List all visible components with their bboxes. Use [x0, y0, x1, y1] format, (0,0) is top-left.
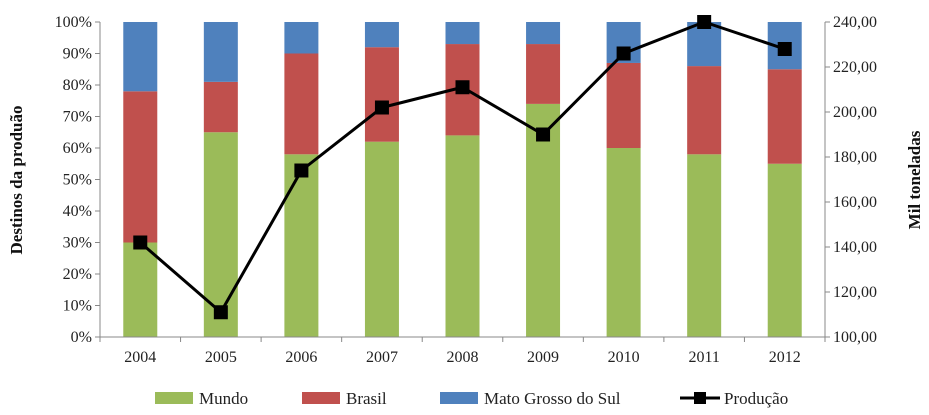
- x-tick-label-2005: 2005: [205, 349, 237, 366]
- production-marker-2009: [536, 127, 551, 142]
- legend-swatch-brasil: [302, 392, 340, 404]
- left-tick-label: 90%: [63, 46, 92, 63]
- bar-brasil-2011: [687, 66, 722, 155]
- left-tick-label: 10%: [63, 298, 92, 315]
- right-tick-labels: 100,00 120,00 140,00 160,00 180,00 200,00 220,…: [825, 14, 877, 346]
- x-tick-label-2006: 2006: [285, 349, 317, 366]
- right-tick-label: 160,00: [833, 194, 877, 211]
- right-tick-label: 200,00: [833, 104, 877, 121]
- x-tick-label-2010: 2010: [608, 349, 640, 366]
- left-tick-label: 80%: [63, 77, 92, 94]
- legend-swatch-mundo: [155, 392, 193, 404]
- production-line-layer: [133, 15, 792, 320]
- production-marker-2008: [455, 80, 470, 95]
- bar-mundo-2010: [606, 148, 641, 337]
- right-tick-label: 140,00: [833, 239, 877, 256]
- bar-mundo-2012: [767, 163, 802, 337]
- bar-mato-grosso-do-sul-2006: [284, 22, 319, 54]
- bar-mundo-2008: [445, 135, 480, 337]
- left-tick-label: 100%: [55, 14, 92, 31]
- bar-brasil-2012: [767, 69, 802, 164]
- bar-mato-grosso-do-sul-2011: [687, 22, 722, 67]
- right-tick-label: 240,00: [833, 14, 877, 31]
- bar-brasil-2005: [203, 81, 238, 133]
- production-marker-2004: [133, 235, 148, 250]
- bar-mundo-2007: [364, 141, 399, 337]
- y-right-axis-title: Mil toneladas: [905, 130, 924, 229]
- x-tick-label-2007: 2007: [366, 349, 398, 366]
- left-tick-label: 60%: [63, 140, 92, 157]
- bar-mato-grosso-do-sul-2009: [526, 22, 561, 45]
- production-marker-2010: [616, 46, 631, 61]
- production-marker-2005: [213, 305, 228, 320]
- legend-label-produção: Produção: [724, 389, 788, 408]
- bar-mundo-2004: [123, 242, 158, 337]
- bar-mundo-2006: [284, 154, 319, 337]
- x-tick-label-2011: 2011: [688, 349, 719, 366]
- right-tick-label: 220,00: [833, 59, 877, 76]
- legend-label-brasil: Brasil: [346, 389, 387, 408]
- left-tick-label: 50%: [63, 172, 92, 189]
- bar-mato-grosso-do-sul-2004: [123, 22, 158, 92]
- bar-mundo-2011: [687, 154, 722, 337]
- production-marker-2006: [294, 163, 309, 178]
- bar-brasil-2007: [364, 47, 399, 142]
- bar-brasil-2004: [123, 91, 158, 243]
- x-tick-label-2008: 2008: [447, 349, 479, 366]
- right-tick-label: 180,00: [833, 149, 877, 166]
- bar-brasil-2006: [284, 53, 319, 155]
- legend-label-mato-grosso-do-sul: Mato Grosso do Sul: [484, 389, 621, 408]
- legend: Mundo Brasil Mato Grosso do Sul Produção: [155, 389, 788, 408]
- right-tick-label: 100,00: [833, 329, 877, 346]
- legend-label-mundo: Mundo: [199, 389, 248, 408]
- bar-mato-grosso-do-sul-2007: [364, 22, 399, 48]
- y-left-axis-title: Destinos da produão: [7, 106, 26, 255]
- legend-swatch-marker-produção: [694, 392, 706, 404]
- bars-layer: [123, 22, 802, 338]
- production-marker-2011: [697, 15, 712, 29]
- x-tick-label-2004: 2004: [124, 349, 156, 366]
- bar-mato-grosso-do-sul-2005: [203, 22, 238, 82]
- production-marker-2007: [374, 100, 389, 115]
- x-tick-label-2009: 2009: [527, 349, 559, 366]
- left-tick-labels: 0% 10% 20% 30% 40% 50% 60% 70% 80% 90% 100%: [55, 14, 100, 346]
- x-tick-label-2012: 2012: [769, 349, 801, 366]
- bar-brasil-2010: [606, 62, 641, 149]
- right-tick-label: 120,00: [833, 284, 877, 301]
- left-tick-label: 20%: [63, 266, 92, 283]
- left-tick-label: 0%: [71, 329, 92, 346]
- bar-mato-grosso-do-sul-2008: [445, 22, 480, 45]
- bar-mundo-2009: [526, 103, 561, 338]
- bar-brasil-2009: [526, 44, 561, 104]
- production-marker-2012: [777, 42, 792, 56]
- left-tick-label: 30%: [63, 235, 92, 252]
- x-tick-labels: 2004 2005 2006 2007 2008 2009 2010 2011 2012: [99, 337, 826, 366]
- left-tick-label: 70%: [63, 109, 92, 126]
- legend-swatch-mato-grosso-do-sul: [440, 392, 478, 404]
- left-tick-label: 40%: [63, 203, 92, 220]
